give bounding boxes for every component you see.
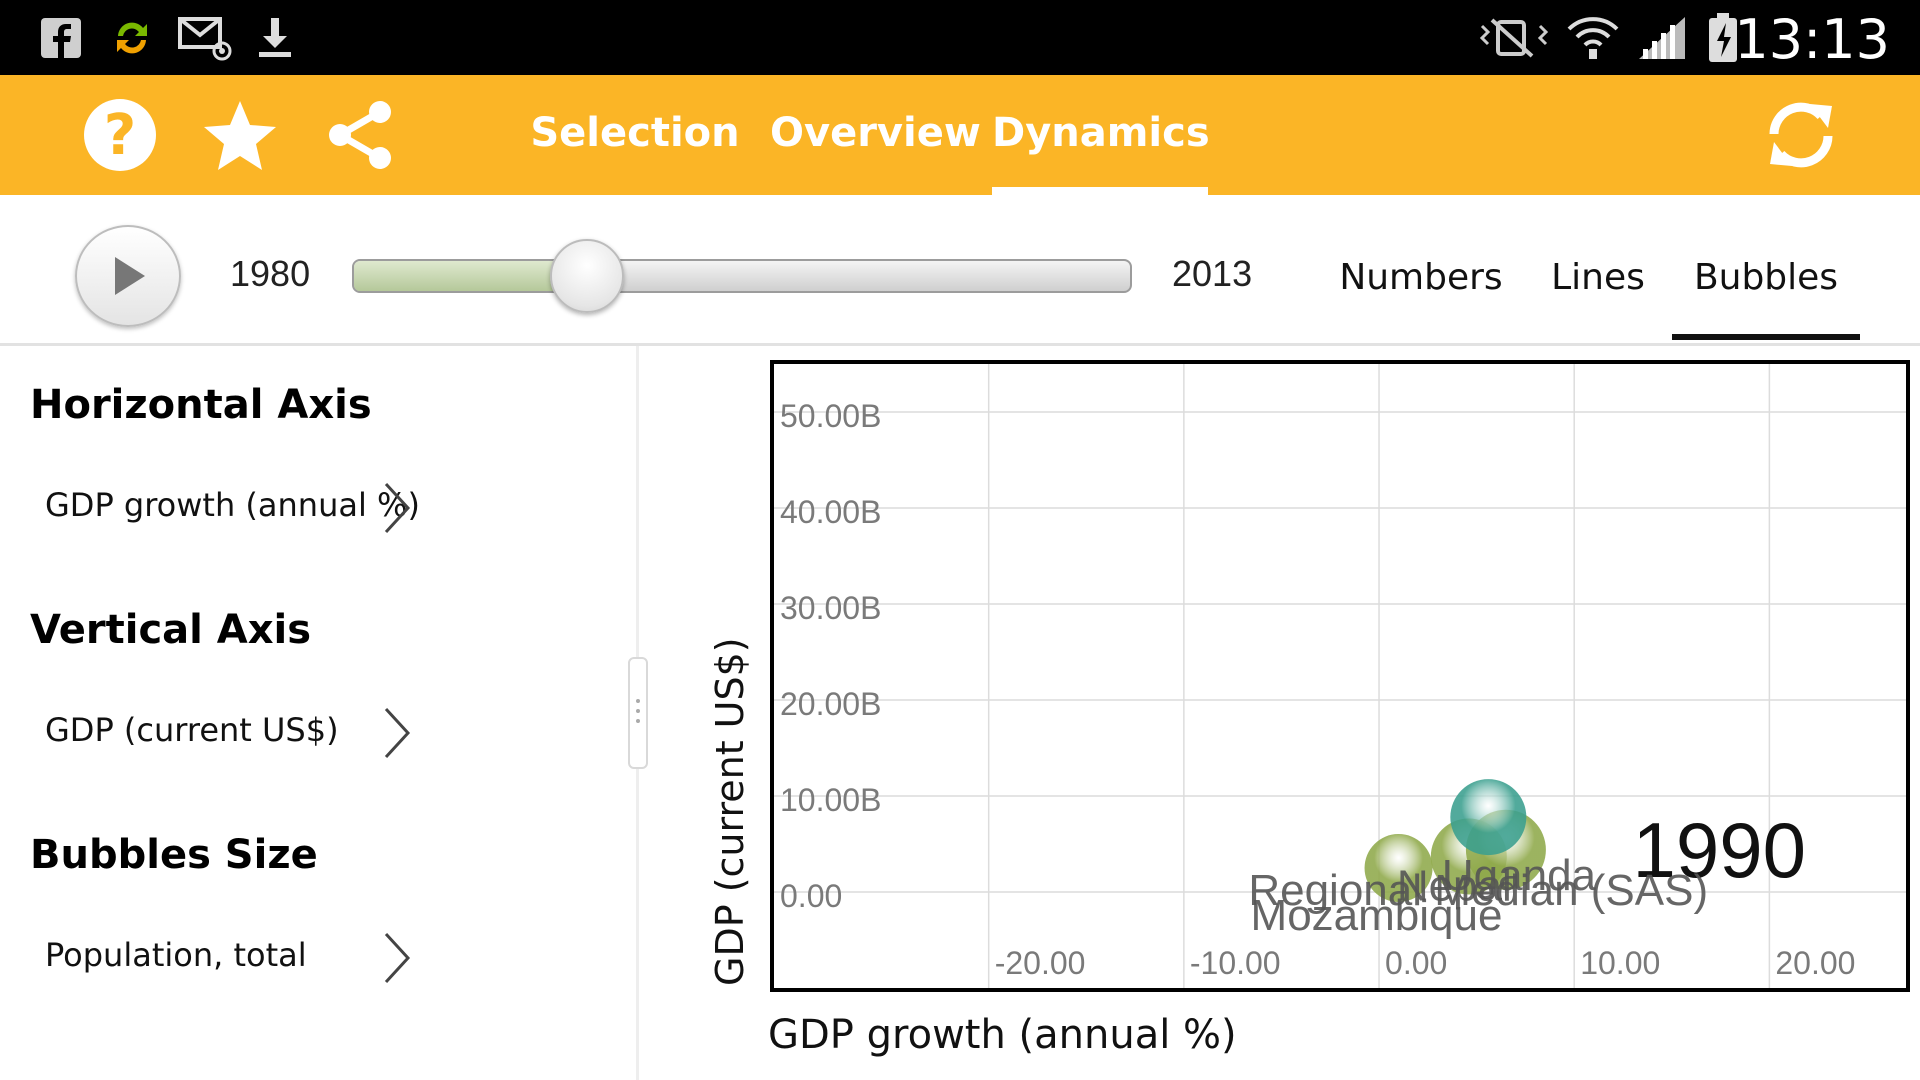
tab-bubbles[interactable]: Bubbles: [1672, 195, 1860, 340]
tab-dynamics[interactable]: Dynamics: [992, 75, 1210, 195]
battery-icon: [1706, 13, 1740, 62]
tab-overview-label: Overview: [770, 110, 981, 156]
data-bubble: [1450, 779, 1527, 856]
tab-numbers[interactable]: Numbers: [1330, 195, 1512, 340]
star-icon[interactable]: [200, 95, 280, 175]
bubble-label: Nepal: [1397, 861, 1512, 910]
active-tab-indicator: [992, 187, 1208, 195]
year-slider[interactable]: [352, 259, 1132, 293]
end-year: 2013: [1172, 253, 1253, 294]
year-slider-fill: [354, 261, 587, 291]
status-clock: 13:13: [1734, 8, 1890, 71]
bubble-size-heading: Bubbles Size: [30, 832, 318, 878]
bubble-size-value: Population, total: [45, 936, 307, 974]
tab-selection-label: Selection: [530, 110, 740, 156]
tab-lines[interactable]: Lines: [1536, 195, 1660, 340]
x-tick-label: -10.00: [1190, 945, 1281, 981]
horizontal-axis-selector[interactable]: GDP growth (annual %): [0, 466, 460, 546]
bubble-label: Uganda: [1442, 851, 1597, 900]
bubble-size-selector[interactable]: Population, total: [0, 916, 460, 996]
y-axis-label: GDP (current US$): [708, 637, 752, 986]
play-button[interactable]: [75, 225, 181, 327]
tab-bubbles-label: Bubbles: [1693, 257, 1839, 298]
bubble-label: Mozambique: [1251, 891, 1503, 940]
refresh-icon[interactable]: [1756, 90, 1846, 180]
tab-selection[interactable]: Selection: [528, 75, 742, 195]
tab-numbers-label: Numbers: [1339, 257, 1503, 298]
vertical-axis-selector[interactable]: GDP (current US$): [0, 691, 460, 771]
x-tick-label: -20.00: [995, 945, 1086, 981]
bubble-chart-canvas: 0.00 10.00B 20.00B 30.00B 40.00B 50.00B -20.00…: [774, 364, 1906, 988]
y-tick-label: 40.00B: [780, 494, 881, 530]
help-glyph: ?: [103, 103, 137, 168]
active-mode-indicator: [1672, 334, 1860, 340]
chevron-right-icon: [384, 482, 411, 534]
y-tick-label: 50.00B: [780, 398, 881, 434]
year-watermark: 1990: [1632, 806, 1806, 894]
chevron-right-icon: [384, 932, 411, 984]
bubble-label: Regional Median (SAS): [1248, 866, 1708, 915]
sync-icon: [106, 14, 158, 62]
bubble-chart: 0.00 10.00B 20.00B 30.00B 40.00B 50.00B -20.00…: [770, 360, 1910, 992]
horizontal-axis-heading: Horizontal Axis: [30, 382, 372, 428]
axis-settings-panel: Horizontal Axis GDP growth (annual %) Ve…: [0, 346, 639, 1080]
status-bar: 13:13: [0, 0, 1920, 75]
action-bar: ? Selection Overview Dynamics: [0, 75, 1920, 195]
chevron-right-icon: [384, 707, 411, 759]
x-axis-label: GDP growth (annual %): [768, 1012, 1237, 1058]
tab-overview[interactable]: Overview: [770, 75, 981, 195]
facebook-icon: [38, 14, 84, 62]
tab-lines-label: Lines: [1551, 257, 1645, 298]
email-icon: [178, 14, 234, 62]
timeline-controls: 1980 2013 Numbers Lines Bubbles: [0, 195, 1920, 346]
data-bubble: [1364, 834, 1433, 902]
horizontal-axis-value: GDP growth (annual %): [45, 486, 420, 524]
y-tick-label: 0.00: [780, 878, 842, 914]
year-slider-thumb[interactable]: [549, 239, 624, 313]
y-tick-label: 30.00B: [780, 590, 881, 626]
signal-icon: [1636, 14, 1688, 62]
x-tick-label: 20.00: [1775, 945, 1855, 981]
y-tick-label: 20.00B: [780, 686, 881, 722]
tab-dynamics-label: Dynamics: [992, 110, 1210, 156]
vertical-axis-value: GDP (current US$): [45, 711, 339, 749]
x-tick-label: 0.00: [1385, 945, 1447, 981]
download-icon: [252, 14, 298, 62]
panel-resize-handle[interactable]: [628, 657, 648, 769]
help-icon[interactable]: ?: [80, 95, 160, 175]
share-icon[interactable]: [320, 95, 400, 175]
x-tick-label: 10.00: [1580, 945, 1660, 981]
start-year: 1980: [230, 253, 311, 294]
wifi-icon: [1564, 14, 1622, 62]
y-tick-label: 10.00B: [780, 782, 881, 818]
vertical-axis-heading: Vertical Axis: [30, 607, 312, 653]
mute-icon: [1478, 14, 1550, 62]
